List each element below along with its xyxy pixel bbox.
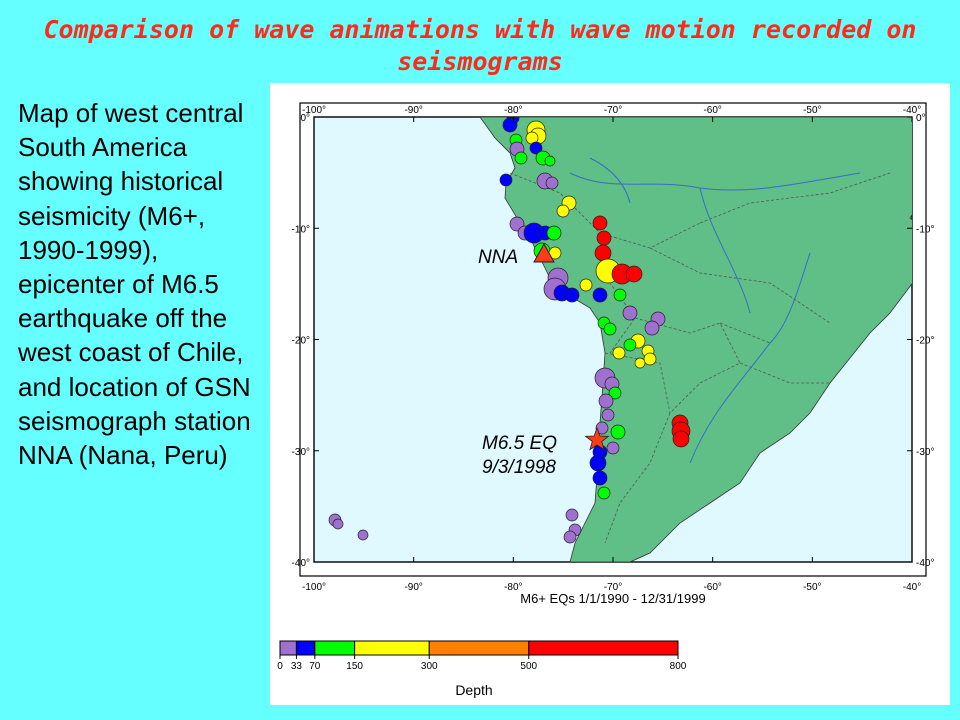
depth-legend-tick-label: 33 <box>291 661 303 672</box>
earthquake-marker <box>556 204 570 218</box>
longitude-tick-label: -70° <box>604 582 622 593</box>
earthquake-marker <box>592 287 608 303</box>
earthquake-marker <box>499 173 513 187</box>
latitude-tick-label: -30° <box>916 447 934 458</box>
earthquake-marker <box>595 421 609 435</box>
earthquake-marker <box>622 305 638 321</box>
description-text: Map of west central South America showin… <box>18 98 251 471</box>
latitude-tick-label: 0° <box>300 113 310 124</box>
latitude-labels-right: 0° -10° -20° -30° -40° <box>916 113 934 569</box>
earthquake-marker <box>603 322 617 336</box>
axis-ticks <box>313 116 913 563</box>
latitude-tick-label: -30° <box>292 447 310 458</box>
earthquake-marker <box>514 151 528 165</box>
earthquake-marker <box>623 338 637 352</box>
latitude-tick-label: -10° <box>916 224 934 235</box>
earthquake-marker <box>610 424 626 440</box>
depth-legend-segment <box>528 640 679 656</box>
longitude-tick-label: -80° <box>504 105 522 116</box>
earthquake-marker <box>606 441 620 455</box>
earthquake-marker <box>332 518 344 530</box>
earthquake-marker <box>564 287 580 303</box>
earthquake-marker <box>546 225 562 241</box>
depth-legend-bar <box>279 640 679 659</box>
earthquake-marker <box>644 320 660 336</box>
longitude-tick-label: -100° <box>302 105 326 116</box>
earthquake-marker <box>643 352 657 366</box>
latitude-tick-label: -20° <box>292 336 310 347</box>
latitude-labels-left: 0° -10° -20° -30° -40° <box>292 113 310 569</box>
latitude-tick-label: -10° <box>292 224 310 235</box>
depth-legend-tick-label: 0 <box>277 661 283 672</box>
earthquake-marker <box>625 265 643 283</box>
earthquake-marker <box>672 430 690 448</box>
latitude-tick-label: 0° <box>916 113 926 124</box>
earthquake-marker <box>634 357 646 369</box>
earthquake-marker <box>592 470 608 486</box>
depth-legend-tick-label: 150 <box>346 661 363 672</box>
longitude-tick-label: -40° <box>903 582 921 593</box>
figure-svg: -100° -90° -80° -70° -60° -50° -40° -100° -90° -… <box>277 102 934 698</box>
seismicity-figure: -100° -90° -80° -70° -60° -50° -40° -100° -90° -… <box>270 83 950 705</box>
depth-legend-segment <box>354 640 430 656</box>
depth-legend-segment <box>314 640 356 656</box>
rivers <box>569 157 861 464</box>
earthquake-marker <box>596 230 612 246</box>
longitude-tick-label: -70° <box>604 105 622 116</box>
epicenter-label-line1: M6.5 EQ <box>482 433 557 454</box>
depth-legend-tick-label: 500 <box>520 661 537 672</box>
depth-legend-tick-labels: 0 33 70 150 300 500 800 <box>277 661 687 672</box>
depth-legend-tick-label: 70 <box>309 661 321 672</box>
earthquake-marker <box>594 244 612 262</box>
station-nna-marker <box>533 242 555 263</box>
longitude-tick-label: -80° <box>504 582 522 593</box>
longitude-labels-bottom: -100° -90° -80° -70° -60° -50° -40° <box>302 582 921 593</box>
latitude-tick-label: -40° <box>292 558 310 569</box>
latitude-tick-label: -20° <box>916 336 934 347</box>
earthquake-marker <box>612 346 626 360</box>
longitude-tick-label: -50° <box>803 105 821 116</box>
epicenter-star <box>584 426 610 451</box>
depth-legend-segment <box>279 640 297 656</box>
longitude-tick-label: -60° <box>703 582 721 593</box>
station-label: NNA <box>478 247 518 268</box>
earthquake-marker <box>601 408 615 422</box>
earthquake-marker <box>608 386 622 400</box>
earthquake-marker <box>544 155 556 167</box>
longitude-tick-label: -60° <box>703 105 721 116</box>
depth-legend-segment <box>428 640 530 656</box>
earthquake-marker <box>529 141 543 155</box>
earthquake-marker <box>597 486 611 500</box>
earthquake-marker <box>598 393 614 409</box>
longitude-tick-label: -100° <box>302 582 326 593</box>
depth-legend-tick-label: 800 <box>670 661 687 672</box>
earthquake-marker <box>357 529 369 541</box>
earthquake-marker <box>502 117 518 133</box>
depth-legend-segment <box>295 640 316 656</box>
earthquake-marker <box>565 508 579 522</box>
epicenter-label-line2: 9/3/1998 <box>482 457 556 478</box>
map-caption: M6+ EQs 1/1/1990 - 12/31/1999 <box>520 591 705 606</box>
longitude-tick-label: -90° <box>404 105 422 116</box>
slide-title: Comparison of wave animations with wave … <box>43 15 917 76</box>
longitude-tick-label: -90° <box>404 582 422 593</box>
earthquake-marker <box>613 288 627 302</box>
latitude-tick-label: -40° <box>916 558 934 569</box>
earthquake-markers <box>328 117 691 544</box>
longitude-labels-top: -100° -90° -80° -70° -60° -50° -40° <box>302 105 921 116</box>
earthquake-marker <box>545 176 559 190</box>
earthquake-marker <box>579 278 593 292</box>
earthquake-marker <box>563 530 577 544</box>
earthquake-marker <box>592 215 608 231</box>
longitude-tick-label: -40° <box>903 105 921 116</box>
earthquake-marker <box>589 454 607 472</box>
longitude-tick-label: -50° <box>803 582 821 593</box>
depth-legend-tick-label: 300 <box>421 661 438 672</box>
depth-legend-title: Depth <box>455 682 492 698</box>
